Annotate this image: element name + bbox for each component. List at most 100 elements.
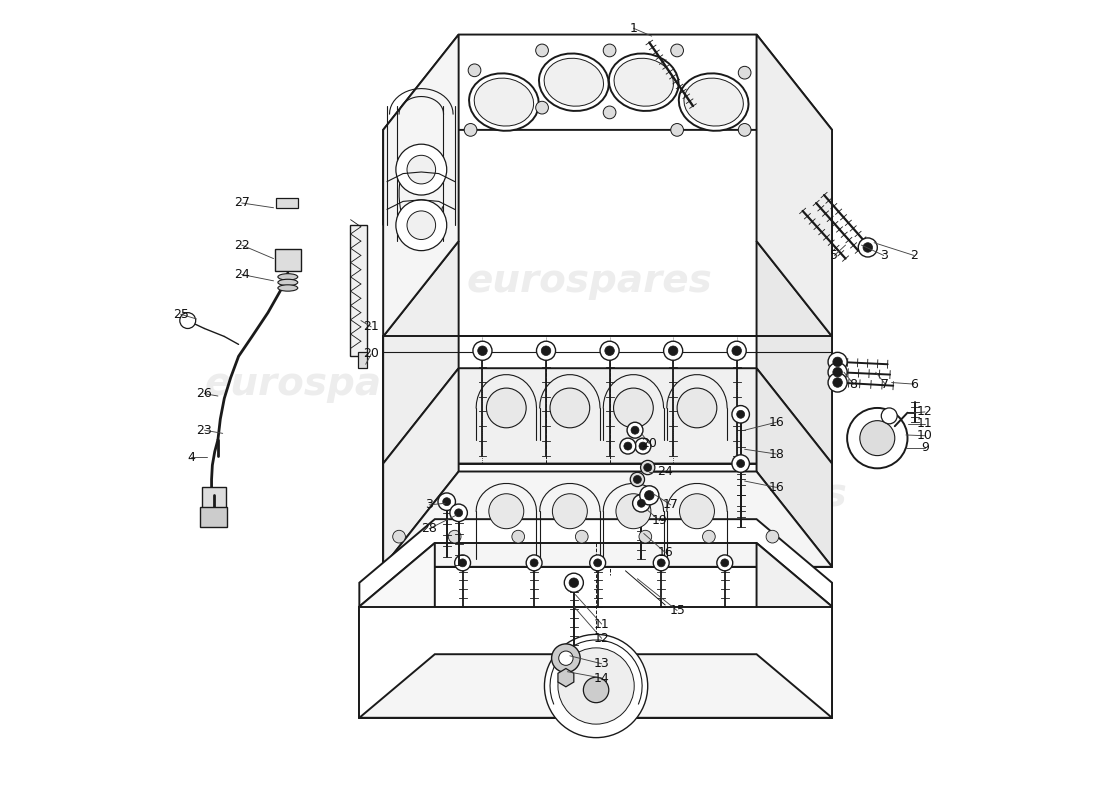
Text: 20: 20	[363, 347, 379, 361]
Circle shape	[603, 106, 616, 118]
Text: 26: 26	[197, 387, 212, 400]
Circle shape	[616, 494, 651, 529]
Polygon shape	[383, 34, 459, 337]
Bar	[275, 249, 300, 271]
Circle shape	[442, 498, 451, 506]
Circle shape	[603, 44, 616, 57]
Circle shape	[635, 438, 651, 454]
Text: 17: 17	[663, 498, 679, 511]
Bar	[276, 198, 298, 208]
Circle shape	[454, 555, 471, 571]
Circle shape	[541, 346, 551, 355]
Circle shape	[632, 494, 650, 512]
Circle shape	[590, 555, 606, 571]
Polygon shape	[383, 463, 832, 567]
Circle shape	[179, 313, 196, 329]
Circle shape	[881, 408, 898, 424]
Circle shape	[828, 362, 847, 382]
Text: 11: 11	[594, 618, 609, 630]
Circle shape	[396, 200, 447, 250]
Text: 2: 2	[910, 249, 917, 262]
Ellipse shape	[469, 74, 539, 131]
Polygon shape	[360, 654, 832, 718]
Circle shape	[469, 64, 481, 77]
Circle shape	[737, 410, 745, 418]
Text: 15: 15	[669, 604, 685, 617]
Text: 10: 10	[917, 430, 933, 442]
Text: 5: 5	[830, 249, 838, 262]
Ellipse shape	[609, 54, 679, 111]
Circle shape	[828, 352, 847, 371]
Text: 14: 14	[594, 671, 609, 685]
Circle shape	[637, 499, 646, 507]
Ellipse shape	[539, 54, 608, 111]
Circle shape	[459, 559, 466, 567]
Circle shape	[864, 242, 872, 252]
Text: 19: 19	[652, 514, 668, 527]
Circle shape	[640, 460, 654, 474]
Circle shape	[727, 342, 746, 360]
Bar	[200, 507, 228, 527]
Circle shape	[569, 578, 579, 587]
Circle shape	[828, 373, 847, 392]
Ellipse shape	[614, 58, 673, 106]
Circle shape	[477, 346, 487, 355]
Polygon shape	[383, 337, 832, 463]
Circle shape	[449, 530, 461, 543]
Text: 28: 28	[421, 522, 437, 535]
Circle shape	[766, 530, 779, 543]
Circle shape	[644, 463, 651, 471]
Circle shape	[671, 44, 683, 57]
Ellipse shape	[278, 274, 298, 280]
Circle shape	[407, 211, 436, 239]
Circle shape	[738, 123, 751, 136]
Circle shape	[512, 530, 525, 543]
Circle shape	[639, 442, 647, 450]
Polygon shape	[383, 368, 459, 567]
Circle shape	[640, 486, 659, 505]
Text: 13: 13	[594, 658, 609, 670]
Circle shape	[558, 648, 635, 724]
Text: 4: 4	[187, 450, 195, 464]
Text: 3: 3	[880, 249, 888, 262]
Circle shape	[488, 494, 524, 529]
Circle shape	[614, 388, 653, 428]
Circle shape	[564, 573, 583, 592]
Circle shape	[396, 144, 447, 195]
Circle shape	[732, 346, 741, 355]
Polygon shape	[383, 241, 459, 463]
Circle shape	[669, 346, 678, 355]
Circle shape	[559, 651, 573, 666]
Circle shape	[737, 459, 745, 467]
Circle shape	[605, 346, 614, 355]
Text: 3: 3	[426, 498, 433, 511]
Text: eurospares: eurospares	[466, 262, 713, 300]
Text: 11: 11	[917, 418, 933, 430]
Circle shape	[860, 421, 894, 456]
Circle shape	[594, 559, 602, 567]
Circle shape	[393, 530, 406, 543]
Circle shape	[634, 475, 641, 483]
Circle shape	[717, 555, 733, 571]
Circle shape	[833, 367, 843, 377]
Circle shape	[653, 555, 669, 571]
Circle shape	[552, 494, 587, 529]
Ellipse shape	[474, 78, 534, 126]
Circle shape	[537, 342, 556, 360]
Circle shape	[631, 426, 639, 434]
Text: 12: 12	[917, 406, 933, 418]
Circle shape	[544, 634, 648, 738]
Text: 27: 27	[234, 197, 250, 210]
Circle shape	[639, 530, 651, 543]
Ellipse shape	[544, 58, 604, 106]
Ellipse shape	[278, 285, 298, 291]
Text: 18: 18	[769, 447, 784, 461]
Text: 16: 16	[769, 416, 784, 429]
Bar	[202, 487, 226, 513]
Circle shape	[624, 442, 631, 450]
Circle shape	[438, 493, 455, 510]
Text: 22: 22	[234, 238, 250, 251]
Text: 24: 24	[658, 465, 673, 478]
Polygon shape	[383, 368, 832, 463]
Circle shape	[583, 678, 608, 702]
